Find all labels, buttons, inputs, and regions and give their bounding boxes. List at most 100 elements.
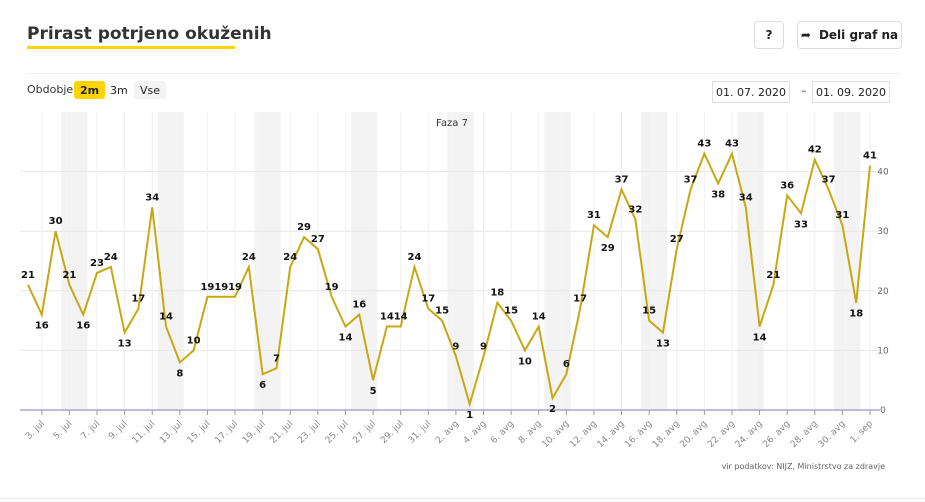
x-tick-label: 11. jul	[131, 419, 158, 446]
separator	[27, 73, 900, 74]
value-label: 31	[587, 210, 601, 221]
value-label: 13	[656, 339, 670, 350]
x-tick-label: 10. avg	[541, 419, 572, 450]
x-tick-label: 14. avg	[596, 419, 627, 450]
value-label: 30	[49, 216, 63, 227]
x-tick-label: 9. jul	[107, 419, 130, 442]
title-underline	[27, 46, 235, 49]
x-tick-label: 5. jul	[52, 419, 75, 442]
value-label: 8	[176, 368, 183, 379]
value-label: 10	[518, 356, 532, 367]
x-tick-label: 23. jul	[296, 419, 323, 446]
value-label: 19	[228, 282, 242, 293]
value-label: 18	[490, 288, 504, 299]
value-label: 27	[670, 234, 684, 245]
value-label: 37	[822, 174, 836, 185]
y-tick-label: 40	[877, 168, 889, 178]
value-label: 32	[628, 204, 642, 215]
x-tick-label: 29. jul	[379, 419, 406, 446]
value-label: 9	[480, 341, 487, 352]
x-tick-label: 20. avg	[679, 419, 710, 450]
value-label: 42	[808, 145, 822, 156]
y-tick-label: 10	[877, 346, 889, 356]
x-tick-label: 3. jul	[24, 419, 47, 442]
value-label: 33	[794, 219, 808, 230]
title: Prirast potrjeno okuženih	[27, 24, 272, 44]
value-label: 43	[725, 139, 739, 150]
value-label: 19	[325, 282, 339, 293]
value-label: 18	[849, 309, 863, 320]
date-to[interactable]: 01. 09. 2020	[812, 81, 890, 103]
value-label: 19	[214, 282, 228, 293]
value-label: 6	[259, 380, 266, 391]
x-tick-label: 18. avg	[651, 419, 682, 450]
value-label: 2	[549, 404, 556, 415]
value-label: 29	[601, 243, 615, 254]
value-label: 38	[711, 190, 725, 201]
value-label: 37	[615, 174, 629, 185]
period-option[interactable]: 3m	[110, 83, 128, 97]
value-label: 14	[380, 312, 394, 323]
value-label: 34	[145, 192, 159, 203]
value-label: 24	[104, 252, 118, 263]
x-tick-label: 2. avg	[434, 419, 461, 446]
x-tick-label: 6. avg	[489, 419, 516, 446]
value-label: 36	[780, 180, 794, 191]
value-label: 14	[339, 333, 353, 344]
value-label: 23	[90, 258, 104, 269]
date-from[interactable]: 01. 07. 2020	[712, 81, 790, 103]
x-tick-label: 13. jul	[158, 419, 185, 446]
value-label: 24	[283, 252, 297, 263]
weekend-band	[61, 112, 88, 410]
weekend-band	[834, 112, 861, 410]
value-label: 15	[642, 306, 656, 317]
value-label: 6	[563, 359, 570, 370]
line	[27, 150, 871, 408]
value-label: 37	[684, 174, 698, 185]
value-label: 1	[466, 410, 473, 421]
value-label: 41	[863, 151, 877, 162]
value-label: 19	[200, 282, 214, 293]
x-tick-label: 16. avg	[623, 419, 654, 450]
value-label: 21	[62, 270, 76, 281]
date-dash: –	[801, 84, 807, 97]
share-label: Deli graf na	[818, 28, 899, 42]
value-label: 16	[35, 321, 49, 332]
x-tick-label: 28. avg	[789, 419, 820, 450]
y-tick-label: 0	[880, 406, 886, 416]
period-option[interactable]: Vse	[134, 81, 167, 99]
x-tick-label: 12. avg	[568, 419, 599, 450]
weekend-band	[640, 112, 668, 410]
y-tick-label: 30	[877, 227, 889, 237]
x-tick-label: 19. jul	[241, 419, 268, 446]
share-icon: ➦	[800, 28, 811, 42]
value-label: 9	[452, 341, 459, 352]
value-label: 7	[273, 353, 280, 364]
share-button[interactable]: ➦ Deli graf na	[797, 21, 902, 49]
value-label: 24	[242, 252, 256, 263]
help-button[interactable]: ?	[754, 21, 784, 49]
period-option[interactable]: 2m	[74, 81, 106, 99]
value-label: 34	[739, 192, 753, 203]
x-tick-label: 31. jul	[407, 419, 434, 446]
x-tick-label: 22. avg	[706, 419, 737, 450]
value-label: 15	[504, 306, 518, 317]
value-label: 13	[118, 339, 132, 350]
x-tick-label: 24. avg	[734, 419, 765, 450]
value-label: 17	[421, 294, 435, 305]
value-label: 5	[370, 386, 377, 397]
value-label: 16	[352, 300, 366, 311]
value-label: 14	[532, 312, 546, 323]
y-tick-label: 20	[877, 287, 889, 297]
value-label: 17	[131, 294, 145, 305]
x-tick-label: 4. avg	[462, 419, 489, 446]
bottom-border	[0, 498, 925, 499]
source: vir podatkov: NIJZ, Ministrstvo za zdrav…	[721, 462, 885, 471]
x-tick-label: 15. jul	[186, 419, 213, 446]
value-label: 15	[435, 306, 449, 317]
x-tick-label: 8. avg	[517, 419, 544, 446]
value-label: 43	[697, 139, 711, 150]
value-label: 24	[408, 252, 422, 263]
